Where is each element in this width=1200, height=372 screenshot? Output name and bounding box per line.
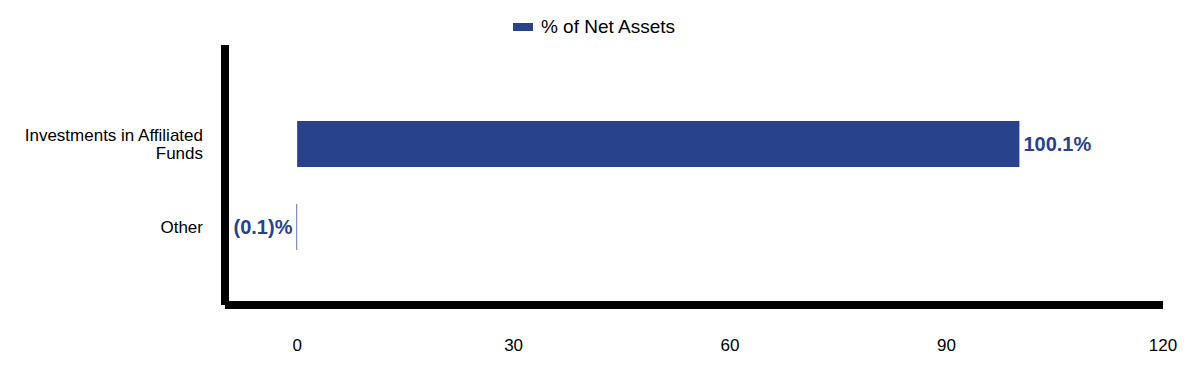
svg-text:90: 90 (937, 336, 956, 355)
svg-text:60: 60 (721, 336, 740, 355)
svg-text:120: 120 (1149, 336, 1177, 355)
svg-text:100.1%: 100.1% (1023, 133, 1091, 155)
svg-text:(0.1)%: (0.1)% (234, 216, 293, 238)
svg-text:Investments in AffiliatedFunds: Investments in AffiliatedFunds (25, 125, 203, 162)
svg-text:30: 30 (504, 336, 523, 355)
svg-text:Other: Other (160, 217, 203, 236)
svg-text:0: 0 (292, 336, 301, 355)
html-text:% of Net Assets: % of Net Assets (540, 16, 676, 37)
